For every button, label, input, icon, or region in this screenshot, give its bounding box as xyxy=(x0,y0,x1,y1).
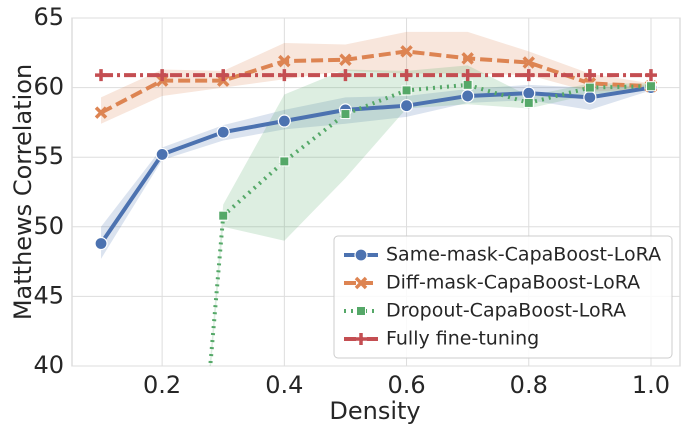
y-tick-label: 45 xyxy=(33,281,64,309)
marker xyxy=(399,99,414,113)
marker xyxy=(155,147,169,162)
x-tick-label: 0.8 xyxy=(510,371,548,399)
marker xyxy=(400,45,413,58)
marker xyxy=(279,156,290,167)
marker xyxy=(523,97,534,108)
legend-marker xyxy=(354,276,368,290)
marker xyxy=(339,69,352,82)
marker xyxy=(522,86,536,100)
marker xyxy=(156,69,169,82)
marker xyxy=(462,79,473,90)
y-axis-label: Matthews Correlation xyxy=(9,64,37,320)
legend-box xyxy=(333,235,673,359)
marker xyxy=(278,69,291,82)
marker xyxy=(218,210,229,221)
legend-label: Same-mask-CapaBoost-LoRA xyxy=(386,244,661,266)
plot xyxy=(94,31,658,366)
marker xyxy=(400,69,413,82)
marker xyxy=(339,53,352,66)
x-tick-label: 0.4 xyxy=(265,371,303,399)
marker xyxy=(278,54,291,68)
legend-marker xyxy=(354,248,368,262)
marker xyxy=(645,81,656,92)
x-tick-label: 0.2 xyxy=(143,371,181,399)
marker xyxy=(461,52,474,65)
marker xyxy=(522,69,535,82)
marker xyxy=(644,69,657,82)
marker xyxy=(461,89,475,103)
legend-marker xyxy=(355,333,367,345)
marker xyxy=(583,90,597,104)
marker xyxy=(217,69,230,82)
marker xyxy=(401,85,412,96)
y-tick-label: 65 xyxy=(33,3,64,31)
legend-marker xyxy=(356,306,366,316)
legend-label: Fully fine-tuning xyxy=(386,328,539,350)
x-tick-label: 1.0 xyxy=(632,371,670,399)
marker xyxy=(584,82,595,93)
series-line xyxy=(99,85,652,245)
y-tick-label: 55 xyxy=(33,142,64,170)
x-tick-label: 0.6 xyxy=(387,371,425,399)
marker xyxy=(216,125,230,139)
legend-label: Diff-mask-CapaBoost-LoRA xyxy=(386,272,640,294)
legend-label: Dropout-CapaBoost-LoRA xyxy=(386,300,626,322)
marker xyxy=(94,106,108,119)
marker xyxy=(340,109,351,120)
y-tick-label: 60 xyxy=(33,73,64,101)
marker xyxy=(94,236,108,251)
confidence-band xyxy=(101,31,651,124)
marker xyxy=(461,69,474,82)
y-tick-label: 40 xyxy=(33,351,64,379)
x-axis-label: Density xyxy=(329,397,420,425)
marker xyxy=(583,69,596,82)
marker xyxy=(95,69,108,82)
marker xyxy=(277,114,291,128)
y-tick-label: 50 xyxy=(33,212,64,240)
marker xyxy=(522,56,536,69)
confidence-band xyxy=(209,65,651,366)
